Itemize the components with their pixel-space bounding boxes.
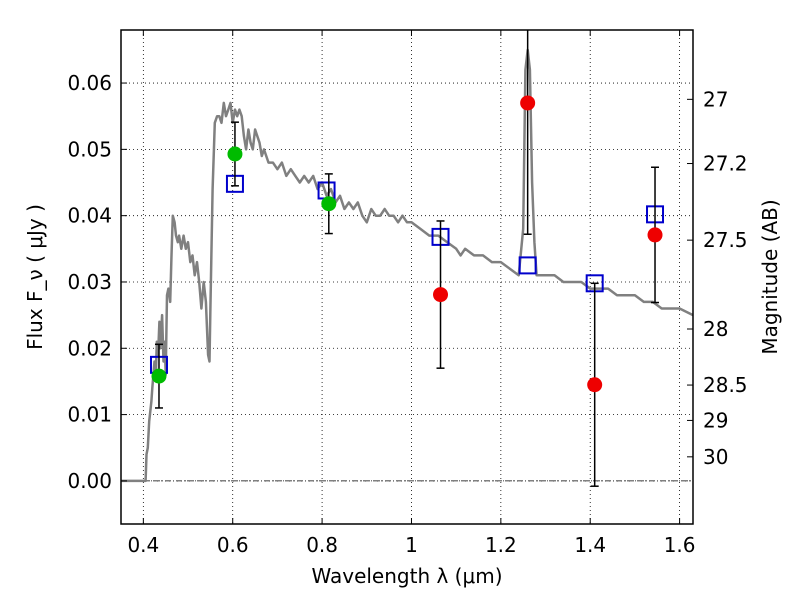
- red-data-point: [587, 377, 603, 393]
- y-tick-label: 0.03: [67, 270, 112, 294]
- right-tick-label: 28: [703, 317, 728, 341]
- right-tick-label: 29: [703, 408, 728, 432]
- y-tick-label: 0.02: [67, 336, 112, 360]
- model-flux-square: [518, 256, 537, 275]
- green-data-point: [227, 146, 243, 162]
- red-data-point: [433, 287, 449, 303]
- series-group: [121, 30, 693, 487]
- x-tick-label: 1.2: [485, 533, 517, 557]
- plot-frame: [120, 29, 694, 525]
- x-tick-label: 1: [405, 533, 418, 557]
- y-tick-label: 0.00: [67, 469, 112, 493]
- right-tick-label: 27.2: [703, 152, 748, 176]
- y-tick-label: 0.01: [67, 403, 112, 427]
- right-tick-label: 27: [703, 87, 728, 111]
- x-tick-label: 1.6: [664, 533, 696, 557]
- right-tick-label: 30: [703, 445, 728, 469]
- red-data-point: [520, 95, 536, 111]
- x-tick-label: 1.4: [574, 533, 606, 557]
- red-data-point: [647, 227, 663, 243]
- y-axis-right-label: Magnitude (AB): [758, 199, 782, 354]
- y-tick-label: 0.05: [67, 137, 112, 161]
- ticks: 0.4 0.6 0.8 1 1.2 1.4 1.6 0.00 0.01 0.02 0.03 0.04 0…: [67, 30, 748, 557]
- x-axis-label: Wavelength λ (μm): [311, 564, 502, 588]
- green-data-point: [151, 368, 167, 384]
- x-tick-label: 0.4: [127, 533, 159, 557]
- y-tick-label: 0.04: [67, 204, 112, 228]
- green-data-point: [321, 196, 337, 212]
- series-layer: [121, 30, 693, 487]
- right-tick-label: 28.5: [703, 373, 748, 397]
- x-tick-label: 0.8: [306, 533, 338, 557]
- y-tick-label: 0.06: [67, 71, 112, 95]
- right-tick-label: 27.5: [703, 228, 748, 252]
- x-tick-label: 0.6: [217, 533, 249, 557]
- model-spectrum-line: [121, 48, 693, 483]
- y-axis-label: Flux F_ν ( μJy ): [23, 204, 47, 350]
